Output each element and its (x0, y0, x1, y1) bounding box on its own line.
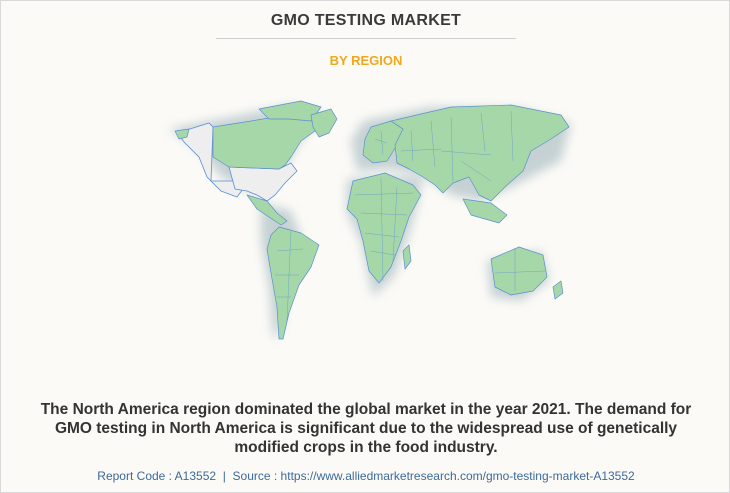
world-land (174, 100, 570, 340)
country-borders (275, 110, 546, 322)
footer-separator: | (222, 469, 226, 483)
central-america-shape (246, 194, 288, 226)
arctic-islands-shape (258, 100, 322, 122)
page-title: GMO TESTING MARKET (270, 12, 462, 29)
north-america-region (176, 122, 298, 202)
report-code: Report Code : A13552 (97, 469, 217, 483)
madagascar-shape (402, 244, 412, 270)
africa-shape (346, 172, 422, 284)
alaska-west-shape (176, 122, 244, 198)
world-map (169, 100, 571, 340)
footer-source-line: Report Code : A13552 | Source : https://… (1, 469, 730, 483)
source-link[interactable]: Source : https://www.alliedmarketresearc… (232, 469, 635, 483)
greenland-shape (310, 108, 338, 138)
south-america-shape (266, 226, 320, 340)
usa-shape (228, 162, 298, 202)
page-subtitle: BY REGION (329, 53, 403, 68)
alaska-tip-shape (174, 128, 190, 140)
asia-shape (390, 104, 570, 202)
australia-shape (490, 246, 548, 296)
title-divider (216, 38, 516, 39)
market-description: The North America region dominated the g… (40, 401, 692, 456)
southeast-asia-islands-shape (462, 198, 508, 224)
new-zealand-shape (552, 280, 564, 300)
